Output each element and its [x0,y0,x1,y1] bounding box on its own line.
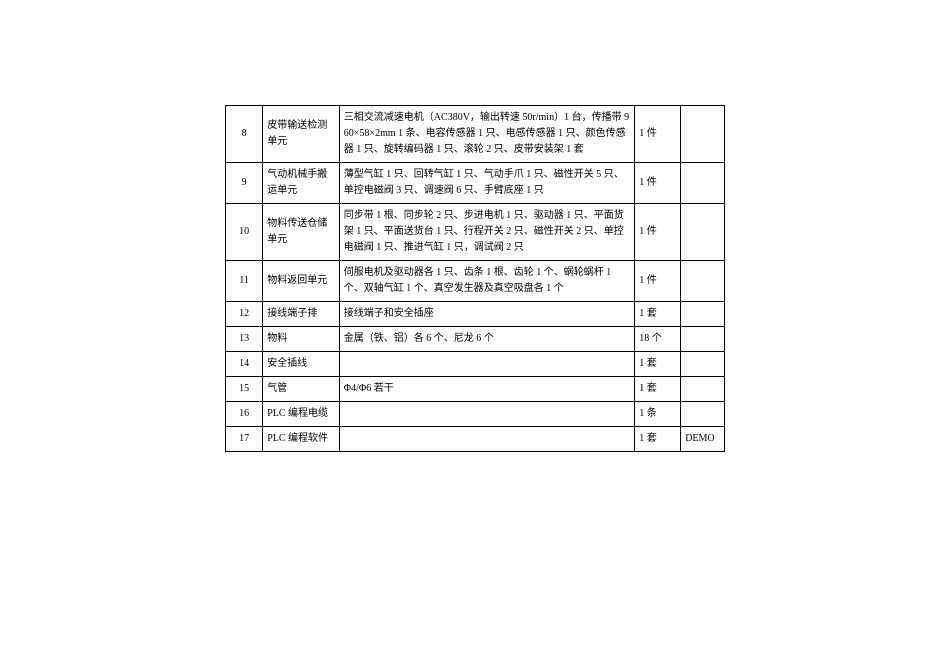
cell-note [681,327,725,352]
cell-qty: 1 件 [635,204,681,261]
cell-idx: 8 [226,106,263,163]
table-row: 15 气管 Φ4/Φ6 若干 1 套 [226,377,725,402]
table-row: 16 PLC 编程电缆 1 条 [226,402,725,427]
cell-desc [339,427,634,452]
cell-desc: 金属（铁、铝）各 6 个、尼龙 6 个 [339,327,634,352]
cell-qty: 1 条 [635,402,681,427]
cell-qty: 1 套 [635,427,681,452]
cell-idx: 10 [226,204,263,261]
spec-table: 8 皮带输送检测单元 三相交流减速电机（AC380V，输出转速 50r/min）… [225,105,725,452]
cell-idx: 17 [226,427,263,452]
cell-desc: 同步带 1 根、同步轮 2 只、步进电机 1 只、驱动器 1 只、平面货架 1 … [339,204,634,261]
table-row: 11 物料返回单元 伺服电机及驱动器各 1 只、齿条 1 根、齿轮 1 个、蜗轮… [226,261,725,302]
cell-name: 物料返回单元 [263,261,340,302]
cell-qty: 1 件 [635,106,681,163]
cell-desc: Φ4/Φ6 若干 [339,377,634,402]
table-row: 9 气动机械手搬运单元 薄型气缸 1 只、回转气缸 1 只、气动手爪 1 只、磁… [226,163,725,204]
cell-idx: 16 [226,402,263,427]
cell-qty: 18 个 [635,327,681,352]
table-row: 12 接线端子排 接线端子和安全插座 1 套 [226,302,725,327]
cell-idx: 13 [226,327,263,352]
cell-name: PLC 编程软件 [263,427,340,452]
cell-name: 物料传送仓储单元 [263,204,340,261]
cell-idx: 14 [226,352,263,377]
table-row: 8 皮带输送检测单元 三相交流减速电机（AC380V，输出转速 50r/min）… [226,106,725,163]
cell-idx: 15 [226,377,263,402]
cell-name: 接线端子排 [263,302,340,327]
page: 8 皮带输送检测单元 三相交流减速电机（AC380V，输出转速 50r/min）… [0,0,950,452]
cell-qty: 1 套 [635,377,681,402]
table-row: 13 物料 金属（铁、铝）各 6 个、尼龙 6 个 18 个 [226,327,725,352]
cell-name: PLC 编程电缆 [263,402,340,427]
cell-qty: 1 件 [635,261,681,302]
cell-name: 物料 [263,327,340,352]
cell-name: 气动机械手搬运单元 [263,163,340,204]
cell-name: 气管 [263,377,340,402]
cell-note [681,352,725,377]
cell-qty: 1 套 [635,302,681,327]
cell-qty: 1 套 [635,352,681,377]
cell-name: 安全插线 [263,352,340,377]
cell-qty: 1 件 [635,163,681,204]
cell-idx: 12 [226,302,263,327]
cell-desc: 薄型气缸 1 只、回转气缸 1 只、气动手爪 1 只、磁性开关 5 只、单控电磁… [339,163,634,204]
cell-idx: 9 [226,163,263,204]
table-row: 17 PLC 编程软件 1 套 DEMO [226,427,725,452]
cell-desc [339,402,634,427]
cell-desc: 三相交流减速电机（AC380V，输出转速 50r/min）1 台，传播带 960… [339,106,634,163]
table-row: 14 安全插线 1 套 [226,352,725,377]
cell-note [681,302,725,327]
cell-name: 皮带输送检测单元 [263,106,340,163]
cell-note [681,402,725,427]
cell-note [681,377,725,402]
cell-idx: 11 [226,261,263,302]
table-row: 10 物料传送仓储单元 同步带 1 根、同步轮 2 只、步进电机 1 只、驱动器… [226,204,725,261]
cell-note [681,204,725,261]
cell-note [681,163,725,204]
cell-note [681,106,725,163]
cell-desc [339,352,634,377]
cell-note: DEMO [681,427,725,452]
cell-note [681,261,725,302]
cell-desc: 伺服电机及驱动器各 1 只、齿条 1 根、齿轮 1 个、蜗轮蜗杆 1 个、双轴气… [339,261,634,302]
cell-desc: 接线端子和安全插座 [339,302,634,327]
spec-table-body: 8 皮带输送检测单元 三相交流减速电机（AC380V，输出转速 50r/min）… [226,106,725,452]
